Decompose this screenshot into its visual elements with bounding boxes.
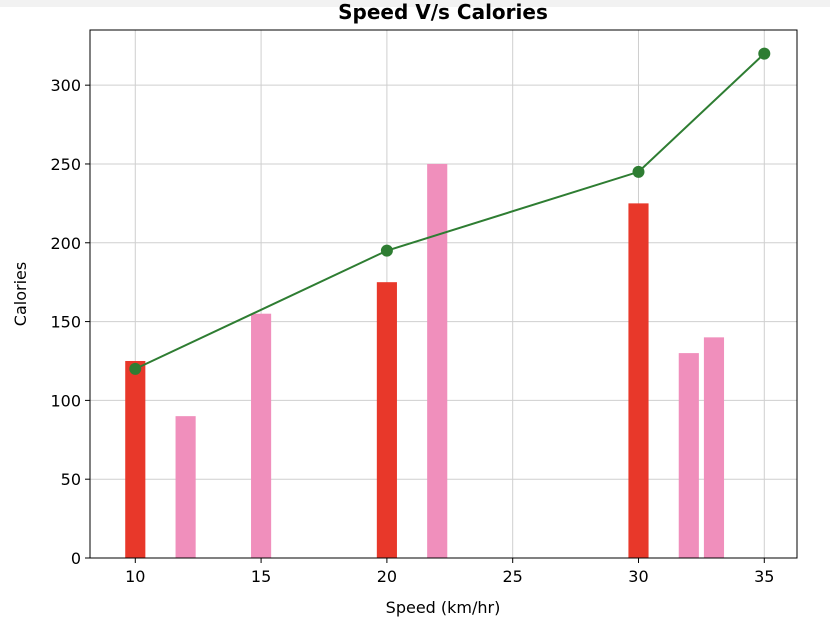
bar	[376, 282, 397, 558]
bar	[628, 203, 649, 558]
y-tick-label: 300	[50, 76, 81, 95]
x-tick-label: 10	[125, 567, 145, 586]
x-tick-label: 15	[251, 567, 271, 586]
line-point	[129, 362, 142, 375]
bar	[678, 353, 699, 558]
line-point	[758, 47, 771, 60]
x-tick-label: 35	[754, 567, 774, 586]
line-series	[129, 47, 771, 375]
y-axis-label: Calories	[11, 262, 30, 326]
window-top-strip	[0, 0, 830, 7]
y-tick-label: 50	[61, 470, 81, 489]
y-tick-label: 0	[71, 549, 81, 568]
y-tick-label: 200	[50, 234, 81, 253]
bar	[427, 163, 448, 558]
bar	[175, 416, 196, 558]
x-axis-label: Speed (km/hr)	[386, 598, 501, 617]
y-tick-label: 150	[50, 313, 81, 332]
series-line	[134, 52, 765, 370]
ticks: 10 15 20 25 30 35 0 50 100 150 200 250 300	[50, 76, 774, 586]
y-tick-label: 100	[50, 391, 81, 410]
line-point	[380, 244, 393, 257]
bar	[251, 313, 272, 558]
bar	[125, 360, 146, 558]
x-tick-label: 20	[377, 567, 397, 586]
line-point	[632, 165, 645, 178]
x-tick-label: 25	[503, 567, 523, 586]
y-tick-label: 250	[50, 155, 81, 174]
chart-title: Speed V/s Calories	[338, 0, 548, 24]
bar	[703, 337, 725, 558]
bars	[125, 163, 725, 558]
plot-frame	[89, 29, 798, 559]
x-tick-label: 30	[628, 567, 648, 586]
